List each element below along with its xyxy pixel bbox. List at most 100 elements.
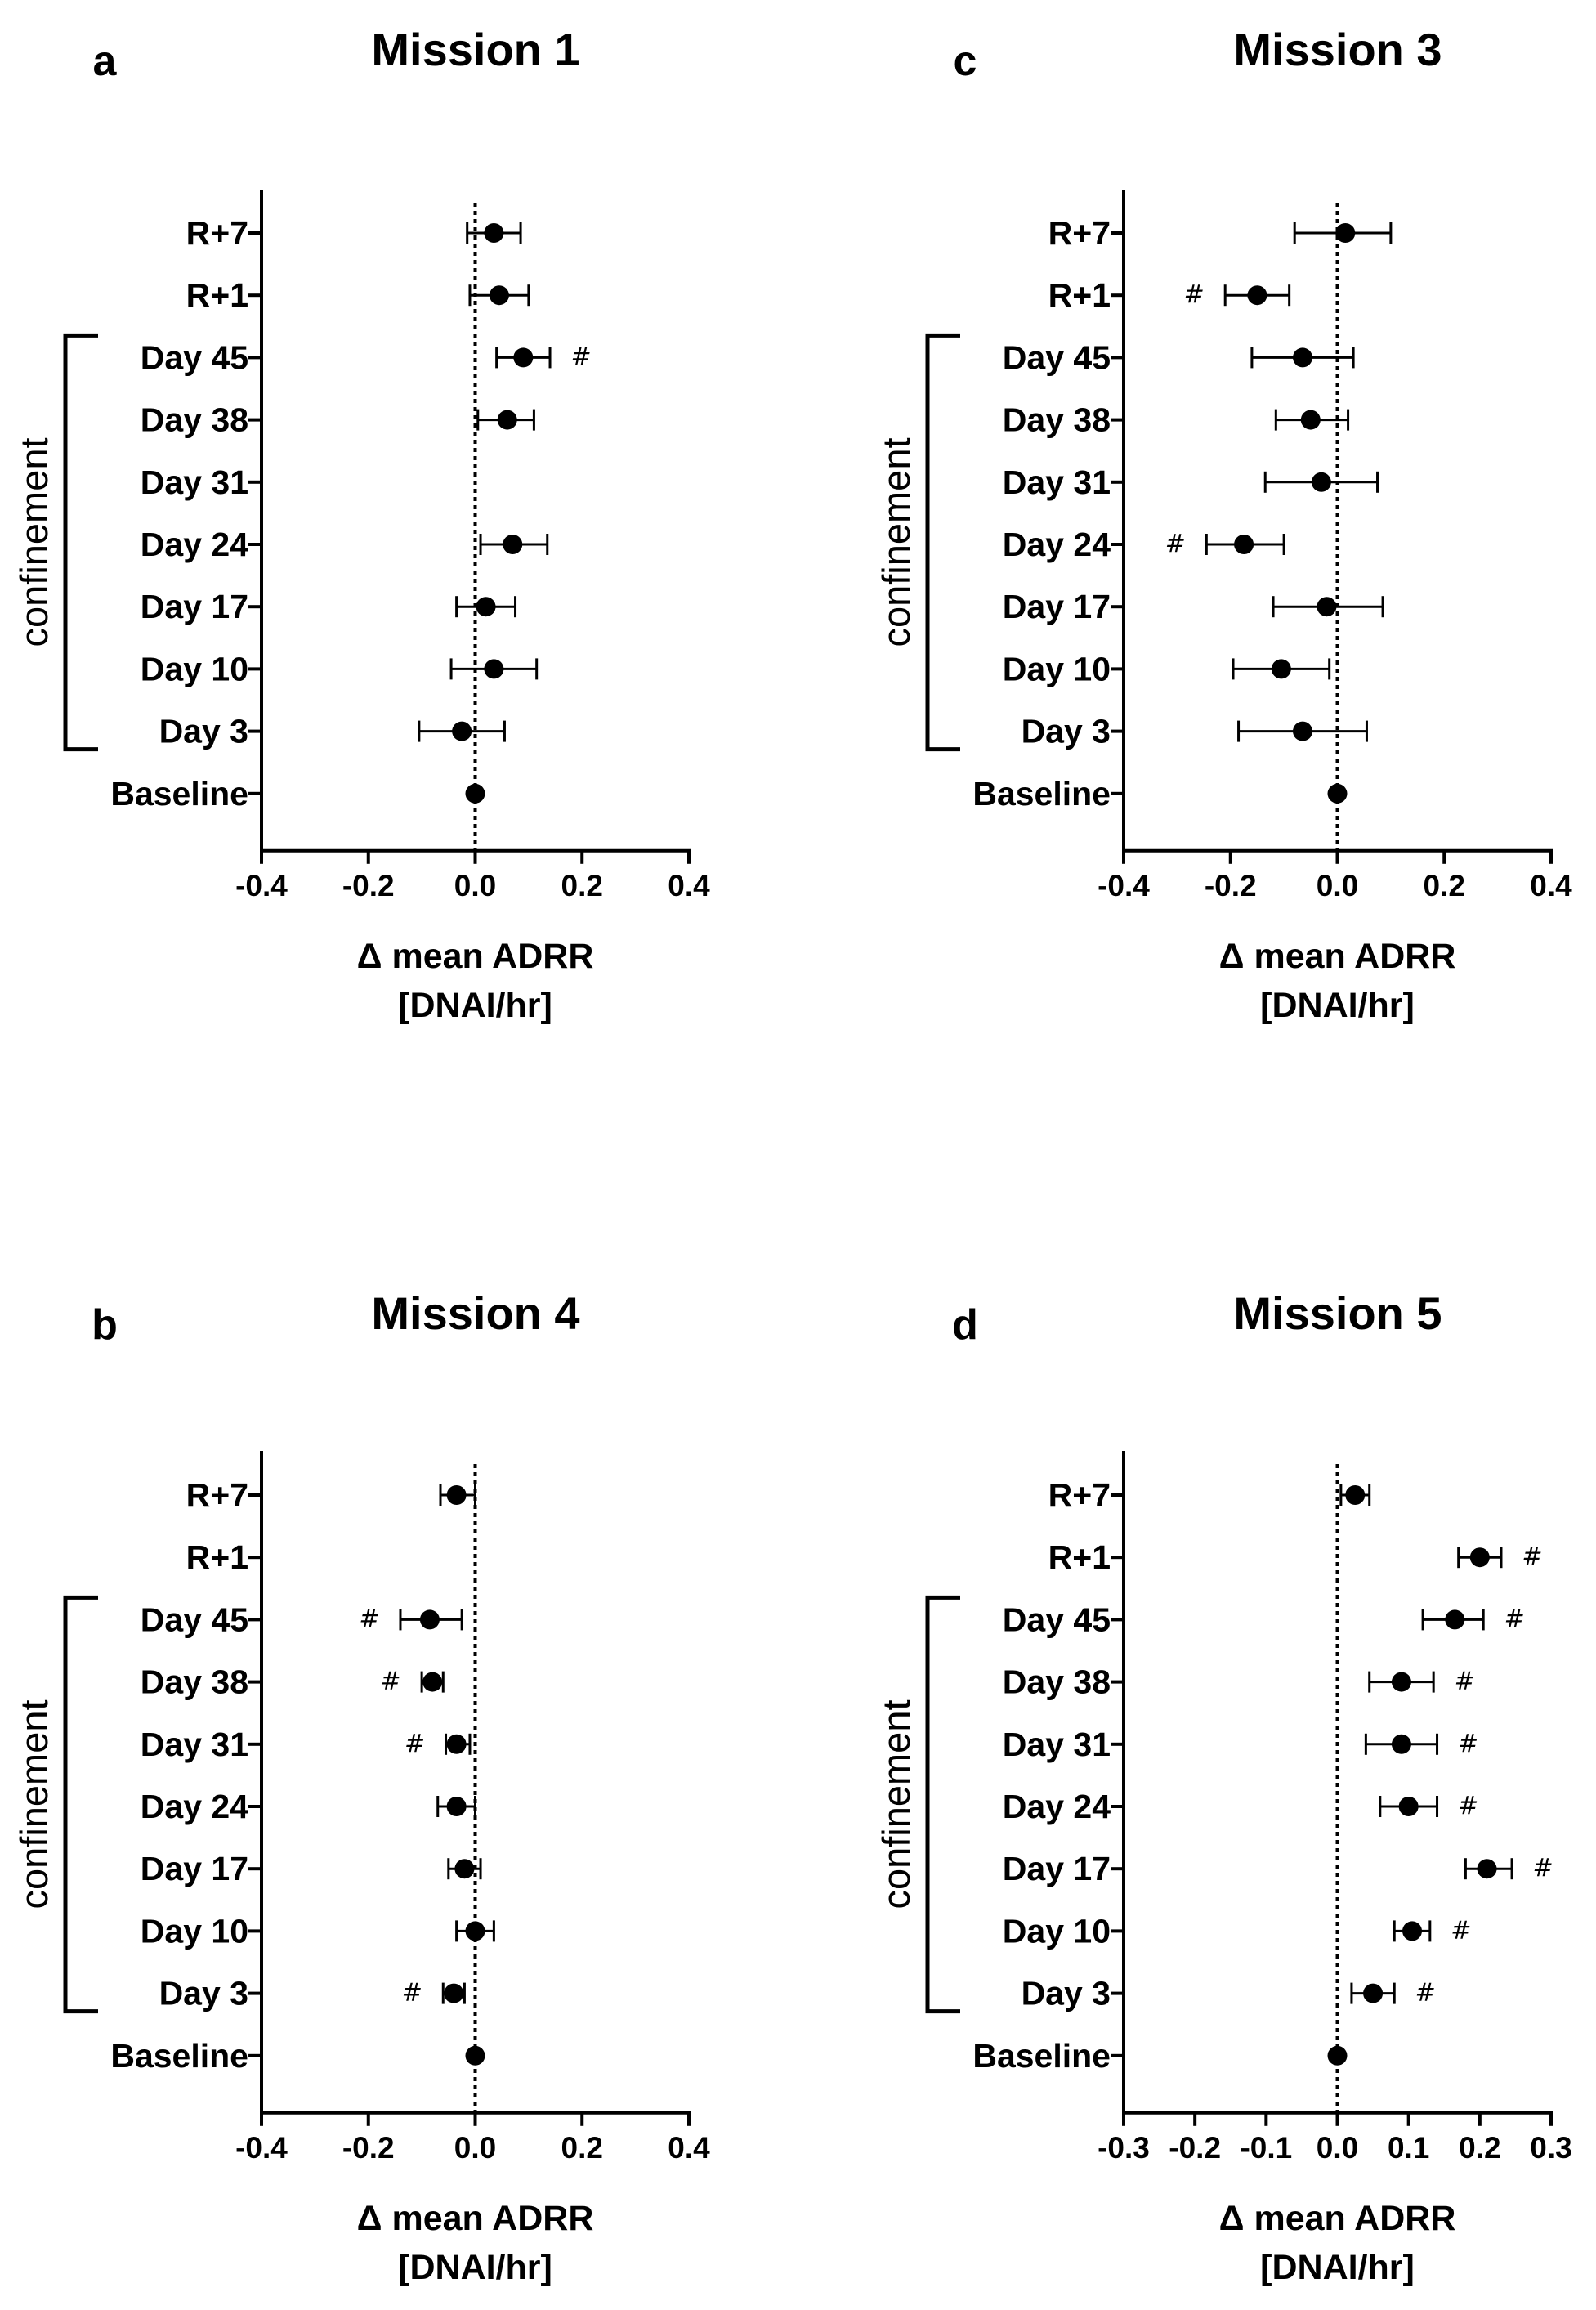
y-category-label: Day 31: [1003, 463, 1111, 501]
data-point: [1477, 1859, 1497, 1879]
confinement-bracket: [925, 333, 960, 752]
significance-marker: #: [405, 1730, 425, 1758]
panel-letter: b: [92, 1301, 118, 1349]
x-tick-label: -0.1: [1240, 2131, 1292, 2165]
x-tick-label: -0.4: [235, 2131, 288, 2165]
x-axis-unit: [DNAI/hr]: [1260, 986, 1415, 1025]
data-point: [422, 1672, 443, 1692]
chart-title: Mission 4: [371, 1287, 579, 1339]
y-category-label: Day 38: [141, 401, 248, 439]
significance-marker: #: [1184, 280, 1205, 309]
data-point: [1327, 783, 1348, 804]
significance-marker: #: [1458, 1792, 1478, 1820]
y-category-label: Baseline: [972, 2037, 1111, 2075]
data-point: [1300, 410, 1321, 430]
data-point: [1327, 2045, 1348, 2066]
x-tick-label: 0.4: [668, 2131, 710, 2165]
y-category-label: Day 31: [141, 463, 248, 501]
x-axis-label: Δ mean ADRR: [357, 937, 594, 976]
data-point: [1445, 1609, 1465, 1630]
y-category-label: Day 10: [1003, 650, 1111, 687]
significance-marker: #: [1415, 1979, 1436, 2008]
y-category-label: Day 17: [141, 1850, 248, 1887]
x-tick-label: -0.2: [1169, 2131, 1221, 2165]
x-tick-label: 0.0: [454, 869, 496, 902]
data-point: [1293, 721, 1313, 741]
x-tick-label: 0.2: [561, 869, 603, 902]
data-point: [452, 721, 472, 741]
significance-marker: #: [1504, 1605, 1525, 1633]
data-point: [419, 1609, 440, 1630]
data-point: [497, 410, 517, 430]
y-category-label: Day 10: [141, 1912, 248, 1950]
data-point: [465, 783, 485, 804]
data-point: [465, 1921, 485, 1941]
y-category-label: R+1: [186, 1538, 248, 1576]
data-point: [1234, 535, 1254, 554]
y-category-label: R+7: [1048, 1476, 1111, 1514]
significance-marker: #: [381, 1668, 401, 1696]
x-tick-label: 0.1: [1388, 2131, 1429, 2165]
data-point: [1398, 1797, 1419, 1816]
y-category-label: Day 3: [159, 713, 248, 750]
y-category-label: Day 24: [1003, 526, 1111, 563]
panel-letter: d: [952, 1301, 978, 1349]
y-category-label: Day 17: [1003, 588, 1111, 625]
y-category-label: Day 31: [1003, 1726, 1111, 1763]
x-tick-label: 0.2: [561, 2131, 603, 2165]
x-tick-label: 0.0: [1317, 2131, 1358, 2165]
y-category-label: Baseline: [972, 775, 1111, 813]
data-point: [446, 1485, 467, 1505]
y-category-label: Day 24: [141, 526, 248, 563]
x-tick-label: 0.0: [1317, 869, 1358, 902]
x-tick-label: 0.2: [1424, 869, 1465, 902]
significance-marker: #: [570, 342, 591, 371]
confinement-label: confinement: [12, 437, 56, 647]
significance-marker: #: [1451, 1916, 1471, 1945]
data-point: [1247, 285, 1267, 306]
y-category-label: R+7: [186, 214, 248, 252]
y-category-label: Day 31: [141, 1726, 248, 1763]
data-point: [484, 223, 504, 243]
panel-d: d Mission 5 -0.3 -0.2 -0.1 0.0 0.1 0.2 0.3 Δ mean…: [874, 1287, 1572, 2287]
data-point: [1317, 597, 1337, 617]
confinement-label: confinement: [874, 437, 918, 647]
significance-marker: #: [402, 1979, 422, 2008]
panel-a: a Mission 1 -0.4 -0.2 0.0 0.2 0.4 Δ mean ADRR [D…: [12, 24, 710, 1025]
x-axis-unit: [DNAI/hr]: [398, 2248, 552, 2287]
y-category-label: Day 45: [1003, 338, 1111, 376]
data-point: [1391, 1734, 1411, 1754]
significance-marker: #: [1455, 1668, 1475, 1696]
significance-marker: #: [1165, 530, 1186, 558]
y-category-label: Day 10: [1003, 1912, 1111, 1950]
panel-c: c Mission 3 -0.4 -0.2 0.0 0.2 0.4 Δ mean ADRR [D…: [874, 24, 1572, 1025]
y-category-label: Day 45: [141, 338, 248, 376]
y-category-label: Day 45: [141, 1600, 248, 1638]
y-category-label: Day 38: [1003, 401, 1111, 439]
data-point: [1293, 347, 1313, 368]
data-point: [1402, 1921, 1423, 1941]
chart-title: Mission 1: [371, 24, 579, 75]
data-point: [1335, 223, 1356, 243]
x-tick-label: 0.2: [1459, 2131, 1500, 2165]
confinement-label: confinement: [12, 1699, 56, 1909]
y-category-label: Day 38: [141, 1663, 248, 1701]
x-axis-label: Δ mean ADRR: [1219, 937, 1456, 976]
x-axis-label: Δ mean ADRR: [1219, 2199, 1456, 2238]
data-point: [1363, 1983, 1384, 2003]
x-tick-label: -0.4: [235, 869, 288, 902]
data-point: [1345, 1485, 1366, 1505]
y-category-label: R+7: [1048, 214, 1111, 252]
chart-title: Mission 5: [1233, 1287, 1442, 1339]
data-point: [1391, 1672, 1411, 1692]
x-tick-label: -0.2: [342, 869, 395, 902]
y-category-label: Day 3: [1022, 713, 1111, 750]
y-category-label: Day 17: [1003, 1850, 1111, 1887]
x-tick-label: -0.2: [1205, 869, 1257, 902]
x-tick-label: -0.2: [342, 2131, 395, 2165]
significance-marker: #: [359, 1605, 379, 1633]
confinement-label: confinement: [874, 1699, 918, 1909]
data-point: [489, 285, 509, 306]
data-point: [513, 347, 534, 368]
